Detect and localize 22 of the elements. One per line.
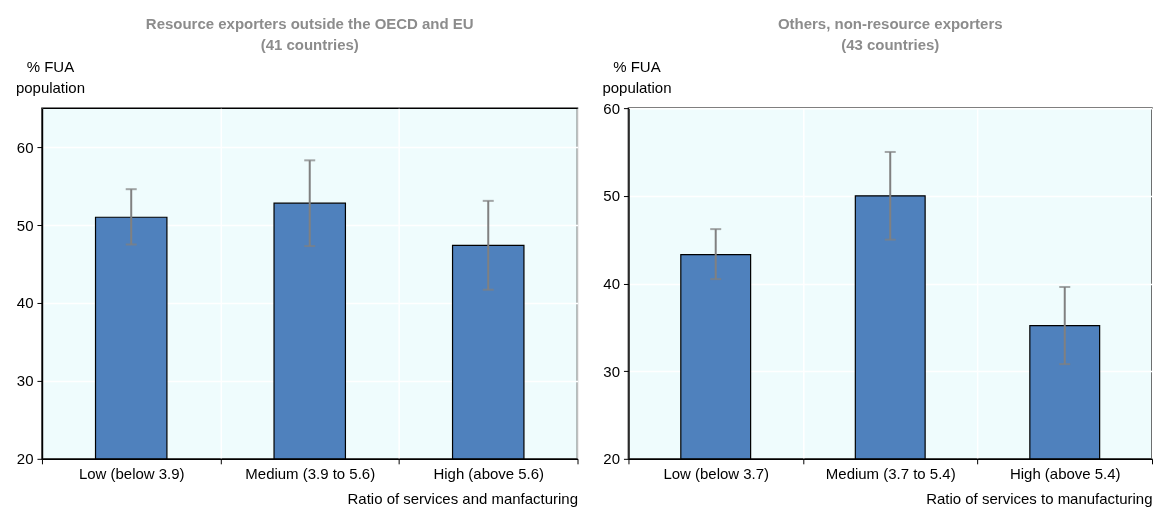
x-axis-title: Ratio of services to manufacturing <box>926 490 1153 508</box>
y-tick-label: 20 <box>603 450 620 468</box>
y-axis-title: % FUA population <box>15 57 85 96</box>
y-axis-title: % FUA population <box>602 57 672 96</box>
y-tick-label: 60 <box>16 138 34 156</box>
x-tick-label: Low (below 3.7) <box>663 465 770 483</box>
y-tick-label: 30 <box>603 362 620 380</box>
x-tick-label: High (above 5.4) <box>1009 465 1121 483</box>
y-tick-label: 30 <box>16 372 34 390</box>
x-tick-label: Medium (3.7 to 5.4) <box>825 465 956 483</box>
x-tick-label: High (above 5.6) <box>433 465 545 483</box>
x-tick-label: Medium (3.9 to 5.6) <box>245 465 376 483</box>
y-tick-label: 50 <box>603 187 620 205</box>
x-tick-label: Low (below 3.9) <box>78 465 185 483</box>
chart-title: Resource exporters outside the OECD and EU (41 countries) <box>145 15 474 54</box>
y-tick-label: 50 <box>16 216 34 234</box>
chart-title: Others, non-resource exporters (43 countries) <box>777 15 1003 54</box>
y-tick-label: 60 <box>603 99 620 117</box>
y-tick-label: 40 <box>603 274 620 292</box>
y-tick-label: 20 <box>16 450 34 468</box>
y-tick-label: 40 <box>16 294 34 312</box>
x-axis-title: Ratio of services and manfacturing <box>347 490 578 508</box>
